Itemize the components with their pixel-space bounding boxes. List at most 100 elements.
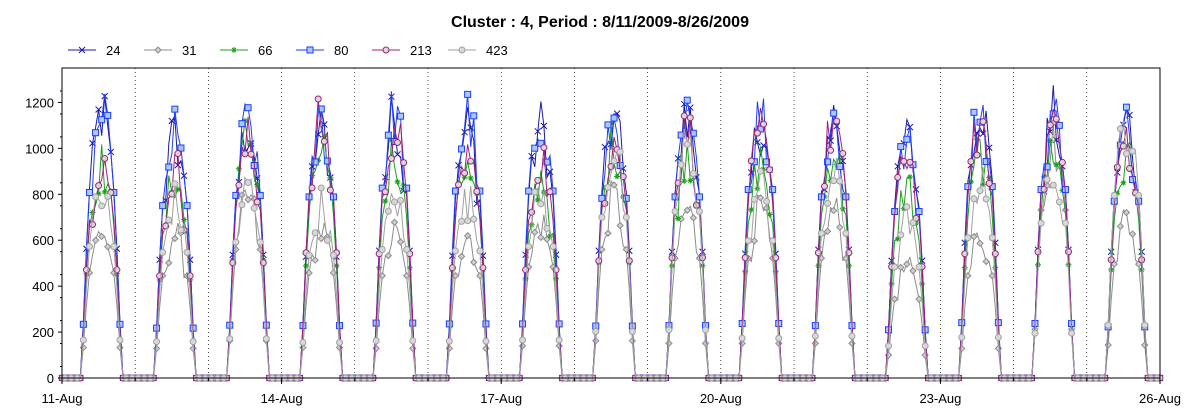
data-point <box>397 112 405 120</box>
data-point <box>756 194 765 202</box>
data-point <box>525 243 533 251</box>
data-point <box>470 215 478 223</box>
data-point <box>958 333 966 341</box>
data-point <box>445 337 453 345</box>
data-point <box>906 173 913 180</box>
data-point <box>1116 125 1124 133</box>
data-point <box>665 326 673 334</box>
plot-frame <box>61 67 1161 379</box>
data-point <box>92 129 100 137</box>
legend-marker-icon <box>78 46 86 54</box>
data-point <box>610 114 618 122</box>
data-point <box>543 224 551 232</box>
data-point <box>1058 158 1066 166</box>
data-point <box>547 233 553 240</box>
data-point <box>970 195 978 203</box>
data-point <box>165 216 173 224</box>
data-point <box>839 149 847 157</box>
data-point <box>1046 121 1054 129</box>
data-point <box>174 150 182 158</box>
data-point <box>970 108 978 116</box>
data-point <box>101 155 109 163</box>
data-point <box>1128 230 1137 238</box>
data-point <box>458 145 466 153</box>
data-point <box>906 158 914 166</box>
data-point <box>323 236 331 244</box>
data-point <box>683 96 691 104</box>
data-point <box>842 229 850 237</box>
data-point <box>403 245 411 253</box>
series-423 <box>61 120 1161 382</box>
data-point <box>256 238 264 246</box>
data-point <box>372 337 380 345</box>
data-point <box>665 339 673 348</box>
data-point <box>546 188 554 196</box>
data-point <box>921 342 929 350</box>
data-point <box>964 183 972 191</box>
data-point <box>1055 198 1063 206</box>
data-point <box>915 207 923 215</box>
data-point <box>116 336 124 344</box>
data-point <box>815 262 822 269</box>
data-point <box>1047 137 1054 144</box>
data-point <box>241 150 249 158</box>
data-point <box>309 172 316 179</box>
data-point <box>744 186 752 194</box>
data-point <box>396 238 405 246</box>
data-point <box>604 229 612 237</box>
data-point <box>994 333 1002 341</box>
y-tick-label: 800 <box>32 187 54 202</box>
data-point <box>101 188 108 195</box>
data-point <box>900 157 908 165</box>
data-point <box>1043 176 1051 184</box>
data-point <box>628 337 637 345</box>
data-point <box>964 272 972 280</box>
data-point <box>1052 115 1060 123</box>
data-point <box>95 106 102 113</box>
data-point <box>1110 191 1118 199</box>
data-point <box>897 263 905 272</box>
data-point <box>888 280 895 287</box>
data-point <box>378 245 386 253</box>
data-point <box>534 176 542 184</box>
data-point <box>248 140 255 147</box>
data-point <box>455 162 462 169</box>
data-point <box>250 204 258 212</box>
y-tick-label: 1000 <box>25 141 54 156</box>
data-point <box>256 191 264 199</box>
data-point <box>390 198 398 206</box>
data-point <box>226 335 234 343</box>
data-point <box>1126 164 1133 172</box>
data-point <box>748 206 755 213</box>
data-point <box>903 260 911 268</box>
data-point <box>772 268 779 275</box>
data-point <box>919 280 926 287</box>
legend-label: 24 <box>106 43 120 58</box>
data-point <box>604 183 612 191</box>
data-point <box>537 200 545 208</box>
data-point <box>982 158 990 166</box>
data-point <box>836 163 844 171</box>
data-point <box>592 337 600 345</box>
data-point <box>305 251 313 259</box>
series-line <box>62 122 1160 379</box>
data-point <box>1049 181 1057 189</box>
data-point <box>247 150 255 158</box>
data-point <box>769 186 777 194</box>
data-point <box>455 181 462 189</box>
data-point <box>601 199 609 207</box>
data-point <box>775 334 783 342</box>
data-point <box>839 205 846 212</box>
data-point <box>1122 103 1130 111</box>
data-point <box>254 181 261 188</box>
data-point <box>760 166 767 173</box>
data-point <box>409 337 417 345</box>
data-point <box>317 184 325 192</box>
data-point <box>756 167 764 175</box>
data-point <box>958 344 966 353</box>
data-point <box>104 111 112 119</box>
data-point <box>463 232 472 240</box>
data-point <box>763 197 771 205</box>
legend-marker-icon <box>382 46 390 54</box>
